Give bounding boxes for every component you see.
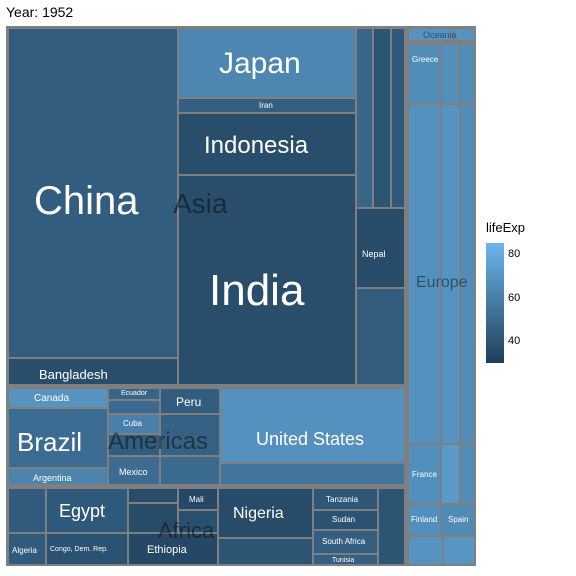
country-canada: Canada xyxy=(8,388,108,408)
country-label: United States xyxy=(256,429,364,450)
country-nigeria: Nigeria xyxy=(218,488,313,538)
country-nepal: Nepal xyxy=(356,208,406,288)
country-label: Peru xyxy=(176,395,201,409)
country-egypt: Egypt xyxy=(46,488,128,533)
country-ext6 xyxy=(160,414,220,456)
country-ext19 xyxy=(443,536,476,566)
country-ext11 xyxy=(178,510,218,533)
region-africa: Algeria Egypt Congo, Dem. Rep. Mali Ethiopia… xyxy=(6,486,406,566)
country-peru: Peru xyxy=(160,388,220,414)
legend-tick: 40 xyxy=(508,335,520,347)
country-label: France xyxy=(412,470,437,479)
country-algeria: Algeria xyxy=(8,533,46,566)
country-brazil: Brazil xyxy=(8,408,108,468)
country-label: Tunisia xyxy=(332,557,354,564)
country-label: South Africa xyxy=(322,537,365,546)
country-australia xyxy=(408,28,453,42)
country-ext17 xyxy=(460,444,476,504)
legend: lifeExp 406080 xyxy=(486,220,566,363)
country-label: China xyxy=(34,179,139,224)
country-ext9 xyxy=(8,488,46,533)
country-ext11b xyxy=(128,503,178,533)
country-label: Algeria xyxy=(12,546,37,555)
country-mali: Mali xyxy=(178,488,218,510)
country-label: Japan xyxy=(219,47,301,81)
country-germany xyxy=(408,104,441,444)
region-americas: Canada Brazil Argentina Ecuador Cuba Mexico Pe… xyxy=(6,386,406,486)
country-china: China xyxy=(8,28,178,358)
country-extra2 xyxy=(373,28,391,208)
country-label: Finland xyxy=(411,515,437,524)
country-ext4 xyxy=(108,400,160,414)
country-ext16 xyxy=(441,444,460,504)
country-italy xyxy=(460,104,476,444)
country-extra1 xyxy=(356,28,373,208)
region-europe: GreeceFranceFinlandSpainEurope xyxy=(406,42,476,566)
country-ecuador: Ecuador xyxy=(108,388,160,400)
country-label: Mexico xyxy=(119,467,148,477)
country-ext12 xyxy=(218,538,313,566)
country-india: India xyxy=(178,175,356,386)
country-label: Cuba xyxy=(123,419,142,428)
country-extra3 xyxy=(356,288,406,386)
country-label: Mali xyxy=(189,495,204,504)
country-sudan: Sudan xyxy=(313,510,378,530)
country-label: Nepal xyxy=(362,249,386,259)
legend-title: lifeExp xyxy=(486,220,566,235)
country-ext8 xyxy=(220,463,406,486)
chart-title: Year: 1952 xyxy=(6,4,73,20)
country-spain: Spain xyxy=(441,504,476,536)
country-label: Egypt xyxy=(59,501,105,522)
country-argentina: Argentina xyxy=(8,468,108,486)
region-oceania: Oceania xyxy=(406,26,476,42)
country-japan: Japan xyxy=(178,28,356,98)
country-label: Greece xyxy=(412,55,438,64)
country-uk xyxy=(441,104,460,444)
country-label: Spain xyxy=(448,515,468,524)
country-nz xyxy=(453,28,476,42)
legend-colorbar: 406080 xyxy=(486,243,504,363)
country-label: Argentina xyxy=(33,473,72,483)
legend-tick: 80 xyxy=(508,248,520,260)
country-cuba: Cuba xyxy=(108,414,160,434)
country-label: Sudan xyxy=(332,515,355,524)
country-finland: Finland xyxy=(408,504,441,536)
country-label: Indonesia xyxy=(204,132,308,160)
country-greece: Greece xyxy=(408,44,441,104)
country-tunisia: Tunisia xyxy=(313,554,378,566)
country-label: Ecuador xyxy=(121,390,147,397)
country-label: Brazil xyxy=(17,427,82,458)
country-ext10 xyxy=(128,488,178,503)
country-france: France xyxy=(408,444,441,504)
country-ext7 xyxy=(160,456,220,486)
country-label: Congo, Dem. Rep. xyxy=(50,546,108,553)
treemap-chart: China Bangladesh Japan Iran Indonesia India Ne… xyxy=(6,26,476,566)
country-congo: Congo, Dem. Rep. xyxy=(46,533,128,566)
country-ext14 xyxy=(441,44,459,104)
country-indonesia: Indonesia xyxy=(178,113,356,175)
country-iran: Iran xyxy=(178,98,356,113)
legend-tick: 60 xyxy=(508,292,520,304)
country-tanzania: Tanzania xyxy=(313,488,378,510)
country-ext15 xyxy=(459,44,476,104)
country-ethiopia: Ethiopia xyxy=(128,533,218,566)
country-mexico: Mexico xyxy=(108,456,160,486)
country-ext5 xyxy=(108,434,160,456)
country-label: Canada xyxy=(34,393,69,404)
country-southafrica: South Africa xyxy=(313,530,378,554)
country-bangladesh: Bangladesh xyxy=(8,358,178,386)
country-label: Ethiopia xyxy=(147,544,187,556)
country-label: Iran xyxy=(259,101,273,110)
country-unitedstates: United States xyxy=(220,388,406,463)
country-ext13 xyxy=(378,488,406,566)
region-asia: China Bangladesh Japan Iran Indonesia India Ne… xyxy=(6,26,406,386)
country-label: Bangladesh xyxy=(39,367,108,382)
country-extra3b xyxy=(391,28,406,208)
country-label: Nigeria xyxy=(233,505,284,523)
country-label: India xyxy=(209,266,304,316)
country-label: Tanzania xyxy=(326,495,358,504)
country-ext18 xyxy=(408,536,443,566)
